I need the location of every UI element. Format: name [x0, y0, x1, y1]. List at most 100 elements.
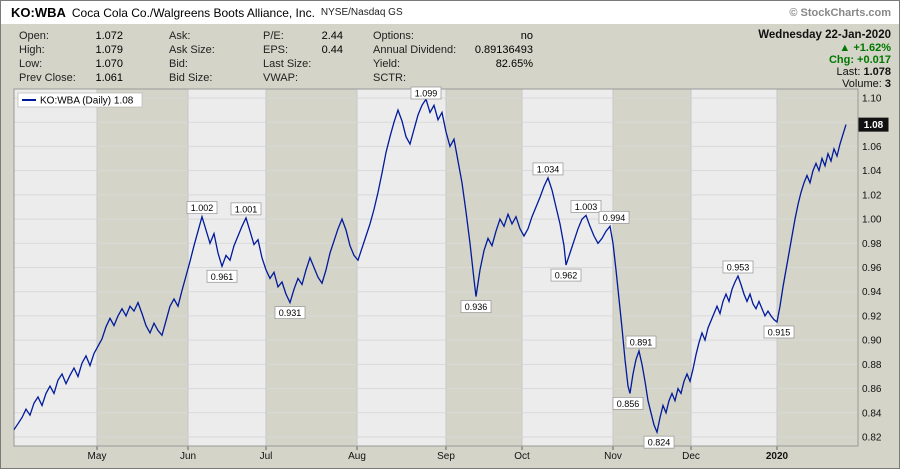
y-axis-label: 1.10: [862, 94, 882, 105]
price-callout-text: 1.099: [415, 89, 438, 99]
price-callout-box: [550, 268, 582, 282]
quote-col-2: Ask: Ask Size: Bid: Bid Size:: [169, 29, 233, 86]
x-axis-label: Jun: [180, 451, 196, 462]
quote-row: SCTR:: [373, 71, 533, 85]
price-line: [13, 97, 847, 435]
price-callout-text: 0.962: [555, 271, 578, 281]
quote-label: High:: [19, 44, 45, 56]
volume-label: Volume:: [842, 78, 882, 90]
price-callout-text: 0.961: [211, 272, 234, 282]
x-axis-label: Oct: [514, 451, 530, 462]
quote-label: Bid:: [169, 58, 188, 70]
price-callout-text: 1.002: [191, 203, 214, 213]
last-label: Last:: [836, 66, 861, 78]
price-callout-text: 0.856: [617, 399, 640, 409]
price-callout-box: [532, 162, 564, 176]
quote-label: Yield:: [373, 58, 401, 70]
y-axis-label: 0.94: [862, 287, 882, 298]
y-axis-label: 0.90: [862, 336, 882, 347]
up-arrow-icon: ▲: [839, 42, 851, 54]
quote-value: 0.44: [321, 44, 343, 56]
quote-col-1: Open: 1.072 High: 1.079 Low: 1.070 Prev Close:…: [19, 29, 123, 86]
x-axis-label: Jul: [260, 451, 273, 462]
quote-col-3: P/E: 2.44 EPS: 0.44 Last Size: VWAP:: [263, 29, 343, 86]
price-callout-text: 0.931: [279, 308, 302, 318]
ticker-symbol: KO:WBA: [11, 5, 66, 20]
percent-change: +1.62%: [853, 42, 891, 54]
price-callout-box: [230, 202, 262, 216]
quote-row: Annual Dividend: 0.89136493: [373, 43, 533, 57]
quote-label: Bid Size:: [169, 72, 213, 84]
quote-label: P/E:: [263, 30, 284, 42]
quote-value: 1.079: [95, 44, 123, 56]
quote-row: Prev Close: 1.061: [19, 71, 123, 85]
price-chart-svg: 0.82 0.84 0.86 0.88 0.90 0.92 0.94 0.96 0.98 1.00…: [13, 86, 889, 462]
price-callout-box: [763, 325, 795, 339]
x-axis-label: Aug: [348, 451, 366, 462]
price-callout-box: [460, 300, 492, 313]
volume-value: 3: [884, 78, 891, 90]
price-callout-box: [612, 397, 644, 410]
quote-row: Bid Size:: [169, 71, 233, 85]
quote-label: SCTR:: [373, 72, 406, 84]
quote-value: 1.072: [95, 30, 123, 42]
y-axis-label: 0.98: [862, 239, 882, 250]
price-callout-text: 0.953: [727, 262, 750, 272]
quote-panel: Open: 1.072 High: 1.079 Low: 1.070 Prev Close:…: [1, 24, 899, 90]
y-axis-label: 1.04: [862, 166, 882, 177]
quote-label: Last Size:: [263, 58, 312, 70]
quote-label: Annual Dividend:: [373, 44, 457, 56]
quote-value: no: [520, 30, 533, 42]
x-axis-label: Nov: [604, 451, 622, 462]
quote-summary: Wednesday 22-Jan-2020 ▲ +1.62% Chg: +0.0…: [758, 29, 891, 90]
company-name: Coca Cola Co./Walgreens Boots Alliance, …: [71, 5, 315, 20]
legend-box: [17, 92, 143, 108]
quote-row: P/E: 2.44: [263, 29, 343, 43]
quote-value: 1.061: [95, 72, 123, 84]
quote-row: Ask Size:: [169, 43, 233, 57]
quote-row: Low: 1.070: [19, 57, 123, 71]
chg-label: Chg:: [828, 54, 854, 66]
price-callout-box: [206, 269, 238, 283]
exchange-name: NYSE/Nasdaq GS: [320, 7, 403, 18]
x-axis-label: May: [88, 451, 107, 462]
quote-row: Open: 1.072: [19, 29, 123, 43]
title-bar: KO:WBA Coca Cola Co./Walgreens Boots All…: [1, 1, 899, 24]
price-callout-box: [570, 200, 602, 213]
y-axis-label: 0.82: [862, 433, 882, 444]
price-callout-text: 0.915: [768, 327, 791, 337]
quote-col-4: Options: no Annual Dividend: 0.89136493 Yiel…: [373, 29, 533, 86]
last-value: 1.078: [863, 66, 891, 78]
quote-label: EPS:: [263, 44, 289, 56]
x-axis-label: Sep: [437, 451, 455, 462]
quote-label: VWAP:: [263, 72, 299, 84]
quote-row: Ask:: [169, 29, 233, 43]
quote-row: Bid:: [169, 57, 233, 71]
legend-label: KO:WBA (Daily) 1.08: [40, 96, 134, 107]
price-callout-text: 0.824: [648, 438, 671, 448]
quote-row: Options: no: [373, 29, 533, 43]
price-callout-box: [410, 86, 442, 100]
quote-value: 0.89136493: [474, 44, 533, 56]
quote-label: Options:: [373, 30, 414, 42]
price-callout-box: [186, 201, 218, 215]
y-axis-label: 0.96: [862, 263, 882, 274]
y-axis-label: 1.06: [862, 142, 882, 153]
chart-panel: 0.82 0.84 0.86 0.88 0.90 0.92 0.94 0.96 0.98 1.00…: [1, 86, 899, 468]
y-axis-label: 0.88: [862, 360, 882, 371]
last-price-text: 1.08: [864, 120, 884, 131]
price-callout-text: 0.994: [603, 213, 626, 223]
quote-row: VWAP:: [263, 71, 343, 85]
quote-value: 2.44: [321, 30, 343, 42]
price-callout-box: [722, 260, 754, 274]
quote-value: 82.65%: [495, 58, 533, 70]
quote-value: 1.070: [95, 58, 123, 70]
quote-row: EPS: 0.44: [263, 43, 343, 57]
quote-label: Prev Close:: [19, 72, 76, 84]
y-axis-label: 1.02: [862, 190, 882, 201]
last-price-box: [858, 117, 889, 132]
quote-date: Wednesday 22-Jan-2020: [758, 29, 891, 41]
quote-row: Last Size:: [263, 57, 343, 71]
y-axis-label: 0.86: [862, 384, 882, 395]
